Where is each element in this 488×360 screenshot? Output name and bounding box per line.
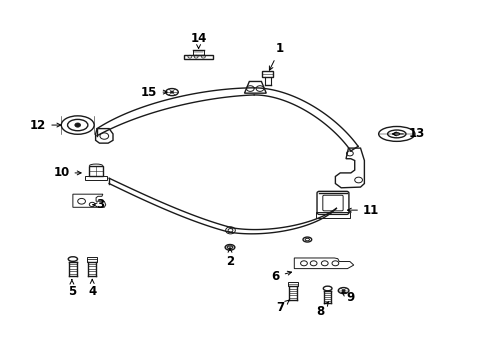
Text: 14: 14 — [190, 32, 206, 49]
Text: 8: 8 — [315, 302, 328, 318]
Text: 9: 9 — [342, 291, 353, 304]
Text: 4: 4 — [88, 279, 96, 298]
Text: 10: 10 — [53, 166, 81, 179]
Text: 1: 1 — [269, 42, 284, 70]
Text: 13: 13 — [392, 127, 424, 140]
Text: 3: 3 — [93, 198, 104, 211]
Circle shape — [341, 289, 345, 292]
Text: 11: 11 — [347, 204, 378, 217]
Circle shape — [75, 123, 81, 127]
Circle shape — [170, 91, 174, 94]
Text: 5: 5 — [68, 280, 76, 298]
Text: 12: 12 — [30, 118, 61, 131]
Text: 2: 2 — [225, 248, 234, 268]
Text: 15: 15 — [141, 86, 167, 99]
Text: 6: 6 — [271, 270, 291, 283]
Text: 7: 7 — [276, 300, 289, 314]
